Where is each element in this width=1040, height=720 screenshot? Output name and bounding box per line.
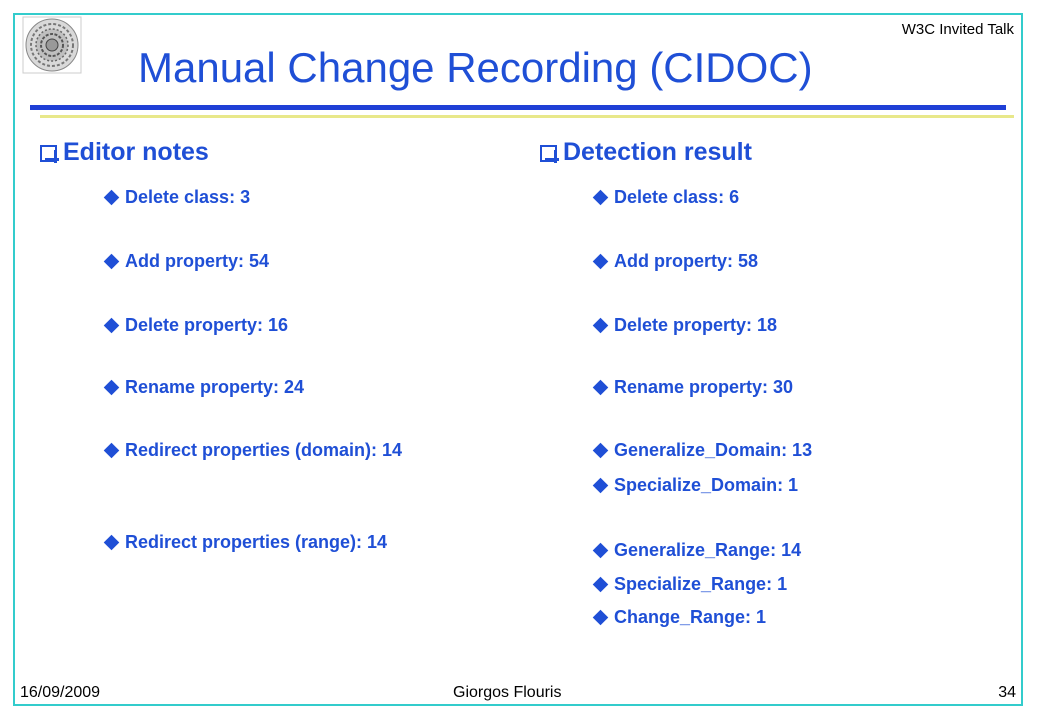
diamond-icon xyxy=(592,576,609,593)
diamond-icon xyxy=(592,379,609,396)
diamond-icon xyxy=(592,542,609,559)
diamond-icon xyxy=(592,609,609,626)
list-item-label: Rename property: 30 xyxy=(614,377,794,397)
list-item-label: Delete property: 18 xyxy=(614,315,778,335)
list-item-label: Redirect properties (range): 14 xyxy=(125,532,388,552)
list-item-label: Specialize_Range: 1 xyxy=(614,574,788,594)
diamond-icon xyxy=(592,253,609,270)
list-item-label: Generalize_Range: 14 xyxy=(614,540,802,560)
list-item: Change_Range: 1 xyxy=(592,607,766,628)
detection-result-heading: Detection result xyxy=(540,138,752,167)
list-item-label: Specialize_Domain: 1 xyxy=(614,475,799,495)
checkbox-icon xyxy=(540,145,559,163)
list-item-label: Add property: 54 xyxy=(125,251,270,271)
list-item: Specialize_Range: 1 xyxy=(592,574,787,595)
diamond-icon xyxy=(103,379,120,396)
footer-author: Giorgos Flouris xyxy=(453,684,562,701)
list-item: Generalize_Range: 14 xyxy=(592,540,801,561)
diamond-icon xyxy=(592,477,609,494)
list-item-label: Rename property: 24 xyxy=(125,377,305,397)
footer-date: 16/09/2009 xyxy=(20,684,101,701)
list-item: Specialize_Domain: 1 xyxy=(592,475,798,496)
list-item: Delete class: 6 xyxy=(592,187,739,208)
list-item: Redirect properties (domain): 14 xyxy=(103,440,402,461)
list-item: Rename property: 24 xyxy=(103,377,304,398)
list-item: Redirect properties (range): 14 xyxy=(103,532,387,553)
list-item-label: Delete property: 16 xyxy=(125,315,289,335)
diamond-icon xyxy=(103,317,120,334)
diamond-icon xyxy=(592,189,609,206)
page-number: 34 xyxy=(998,684,1016,701)
logo-icon xyxy=(22,16,82,74)
diamond-icon xyxy=(103,442,120,459)
detection-result-heading-label: Detection result xyxy=(563,138,752,166)
list-item-label: Generalize_Domain: 13 xyxy=(614,440,813,460)
editor-notes-heading-label: Editor notes xyxy=(63,138,209,166)
diamond-icon xyxy=(592,442,609,459)
list-item: Generalize_Domain: 13 xyxy=(592,440,812,461)
page-title: Manual Change Recording (CIDOC) xyxy=(138,44,813,91)
list-item: Add property: 58 xyxy=(592,251,758,272)
list-item-label: Change_Range: 1 xyxy=(614,607,767,627)
list-item: Delete class: 3 xyxy=(103,187,250,208)
diamond-icon xyxy=(103,253,120,270)
diamond-icon xyxy=(103,534,120,551)
title-rule xyxy=(30,105,1006,110)
diamond-icon xyxy=(592,317,609,334)
list-item-label: Delete class: 6 xyxy=(614,187,740,207)
list-item: Add property: 54 xyxy=(103,251,269,272)
list-item-label: Delete class: 3 xyxy=(125,187,251,207)
list-item: Delete property: 18 xyxy=(592,315,777,336)
editor-notes-heading: Editor notes xyxy=(40,138,209,167)
checkbox-icon xyxy=(40,145,59,163)
top-label: W3C Invited Talk xyxy=(901,21,1014,38)
list-item-label: Add property: 58 xyxy=(614,251,759,271)
list-item: Rename property: 30 xyxy=(592,377,793,398)
diamond-icon xyxy=(103,189,120,206)
slide-frame xyxy=(13,13,1023,706)
list-item: Delete property: 16 xyxy=(103,315,288,336)
title-rule-secondary xyxy=(40,115,1014,118)
list-item-label: Redirect properties (domain): 14 xyxy=(125,440,403,460)
